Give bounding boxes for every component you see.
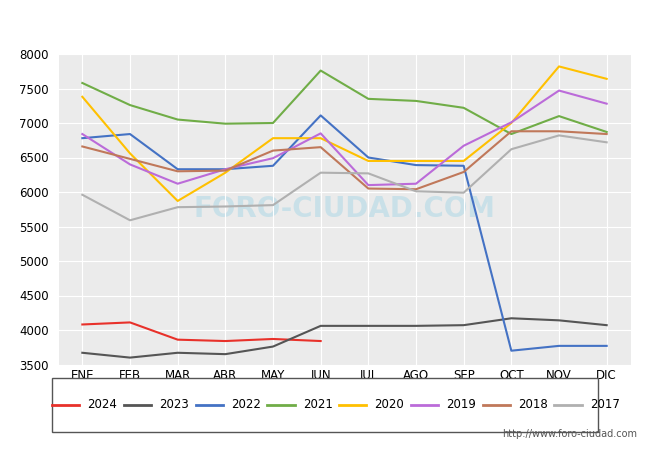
Text: 2020: 2020 xyxy=(374,399,404,411)
Text: 2023: 2023 xyxy=(159,399,189,411)
Text: Afiliados en Alovera a 31/5/2024: Afiliados en Alovera a 31/5/2024 xyxy=(161,14,489,33)
Text: FORO-CIUDAD.COM: FORO-CIUDAD.COM xyxy=(194,195,495,223)
Text: 2024: 2024 xyxy=(88,399,118,411)
Text: 2022: 2022 xyxy=(231,399,261,411)
Text: 2018: 2018 xyxy=(518,399,548,411)
Text: 2017: 2017 xyxy=(590,399,619,411)
Text: 2019: 2019 xyxy=(447,399,476,411)
Text: http://www.foro-ciudad.com: http://www.foro-ciudad.com xyxy=(502,429,637,439)
Text: 2021: 2021 xyxy=(303,399,333,411)
FancyBboxPatch shape xyxy=(52,378,598,432)
